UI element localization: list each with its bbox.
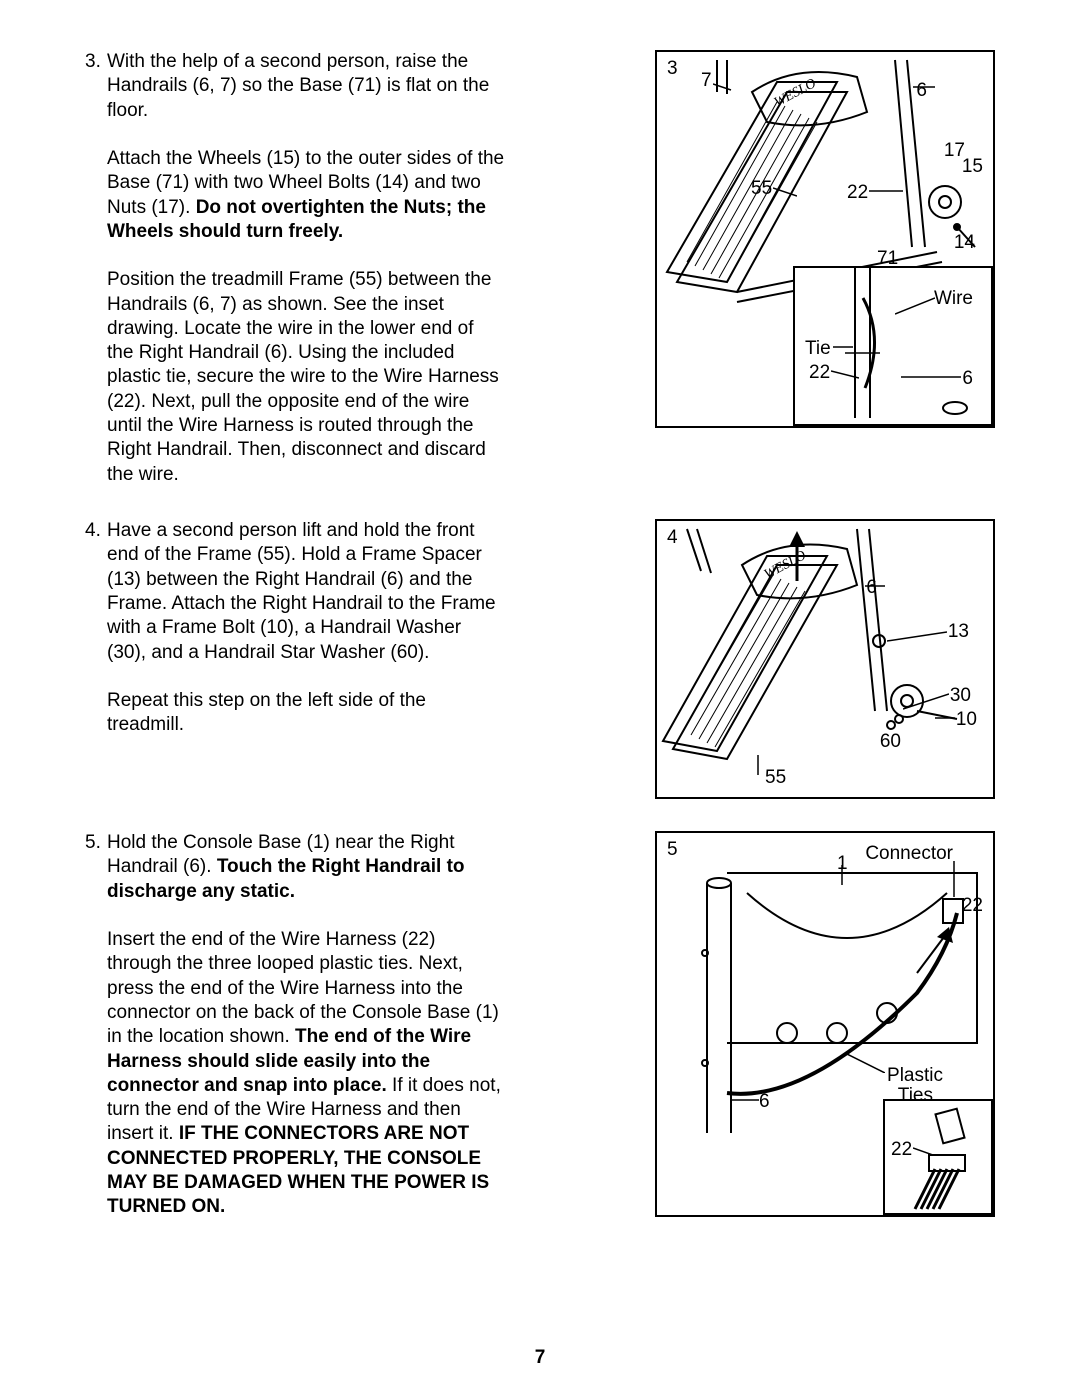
paragraph: Repeat this step on the left side of the…	[107, 689, 505, 738]
fig4-c30: 30	[950, 685, 971, 707]
fig5-c22a: 22	[962, 895, 983, 917]
fig4-svg: WESLO	[657, 521, 993, 797]
fig3-inset-22: 22	[809, 362, 830, 384]
text-run: With the help of a second person, raise …	[107, 51, 489, 121]
paragraph: With the help of a second person, raise …	[107, 50, 505, 123]
text-run: Position the treadmill Frame (55) betwee…	[107, 269, 499, 485]
fig3-c22: 22	[847, 182, 868, 204]
step-5-text: 5. Hold the Console Base (1) near the Ri…	[85, 831, 525, 1220]
step-4-number: 4.	[85, 519, 107, 738]
step-3-figure: 3	[655, 50, 995, 428]
step-5-row: 5. Hold the Console Base (1) near the Ri…	[85, 831, 995, 1220]
fig4-c13: 13	[948, 621, 969, 643]
fig3-c6: 6	[916, 80, 927, 102]
fig3-inset-6: 6	[962, 368, 973, 390]
step-4-body: Have a second person lift and hold the f…	[107, 519, 505, 738]
step-3-body: With the help of a second person, raise …	[107, 50, 505, 487]
fig5-connector: Connector	[865, 843, 953, 865]
fig4-c60: 60	[880, 731, 901, 753]
paragraph: Position the treadmill Frame (55) betwee…	[107, 268, 505, 487]
step-5-figure: 5	[655, 831, 995, 1217]
step-3-number: 3.	[85, 50, 107, 487]
step-4-figure: 4 WESLO	[655, 519, 995, 799]
fig5-inset: 22	[883, 1099, 993, 1215]
step-3-row: 3. With the help of a second person, rai…	[85, 50, 995, 487]
fig5-c6: 6	[759, 1091, 770, 1113]
paragraph: Have a second person lift and hold the f…	[107, 519, 505, 665]
step-3-text: 3. With the help of a second person, rai…	[85, 50, 525, 487]
manual-page: 3. With the help of a second person, rai…	[0, 0, 1080, 1397]
fig5-step-label: 5	[667, 839, 678, 861]
fig4-c6: 6	[866, 577, 877, 599]
fig5-inset-22: 22	[891, 1139, 912, 1161]
paragraph: Hold the Console Base (1) near the Right…	[107, 831, 505, 904]
fig3-inset-wire: Wire	[934, 288, 973, 310]
step-4-row: 4. Have a second person lift and hold th…	[85, 519, 995, 799]
fig3-c14: 14	[954, 232, 975, 254]
step-4-text: 4. Have a second person lift and hold th…	[85, 519, 525, 738]
fig3-step-label: 3	[667, 58, 678, 80]
fig3-inset-tie: Tie	[805, 338, 831, 360]
fig3-c7: 7	[701, 70, 712, 92]
fig5-plastic: Plastic	[887, 1065, 943, 1087]
fig3-c15: 15	[962, 156, 983, 178]
fig4-step-label: 4	[667, 527, 678, 549]
paragraph: Insert the end of the Wire Harness (22) …	[107, 928, 505, 1220]
text-run: Repeat this step on the left side of the…	[107, 690, 426, 735]
fig4-c55: 55	[765, 767, 786, 789]
step-5-body: Hold the Console Base (1) near the Right…	[107, 831, 505, 1220]
page-number: 7	[0, 1347, 1080, 1369]
fig3-c55: 55	[751, 178, 772, 200]
fig3-inset: Wire Tie 22 6	[793, 266, 993, 426]
step-5-number: 5.	[85, 831, 107, 1220]
paragraph: Attach the Wheels (15) to the outer side…	[107, 147, 505, 244]
fig4-c10: 10	[956, 709, 977, 731]
text-run: Have a second person lift and hold the f…	[107, 520, 496, 663]
